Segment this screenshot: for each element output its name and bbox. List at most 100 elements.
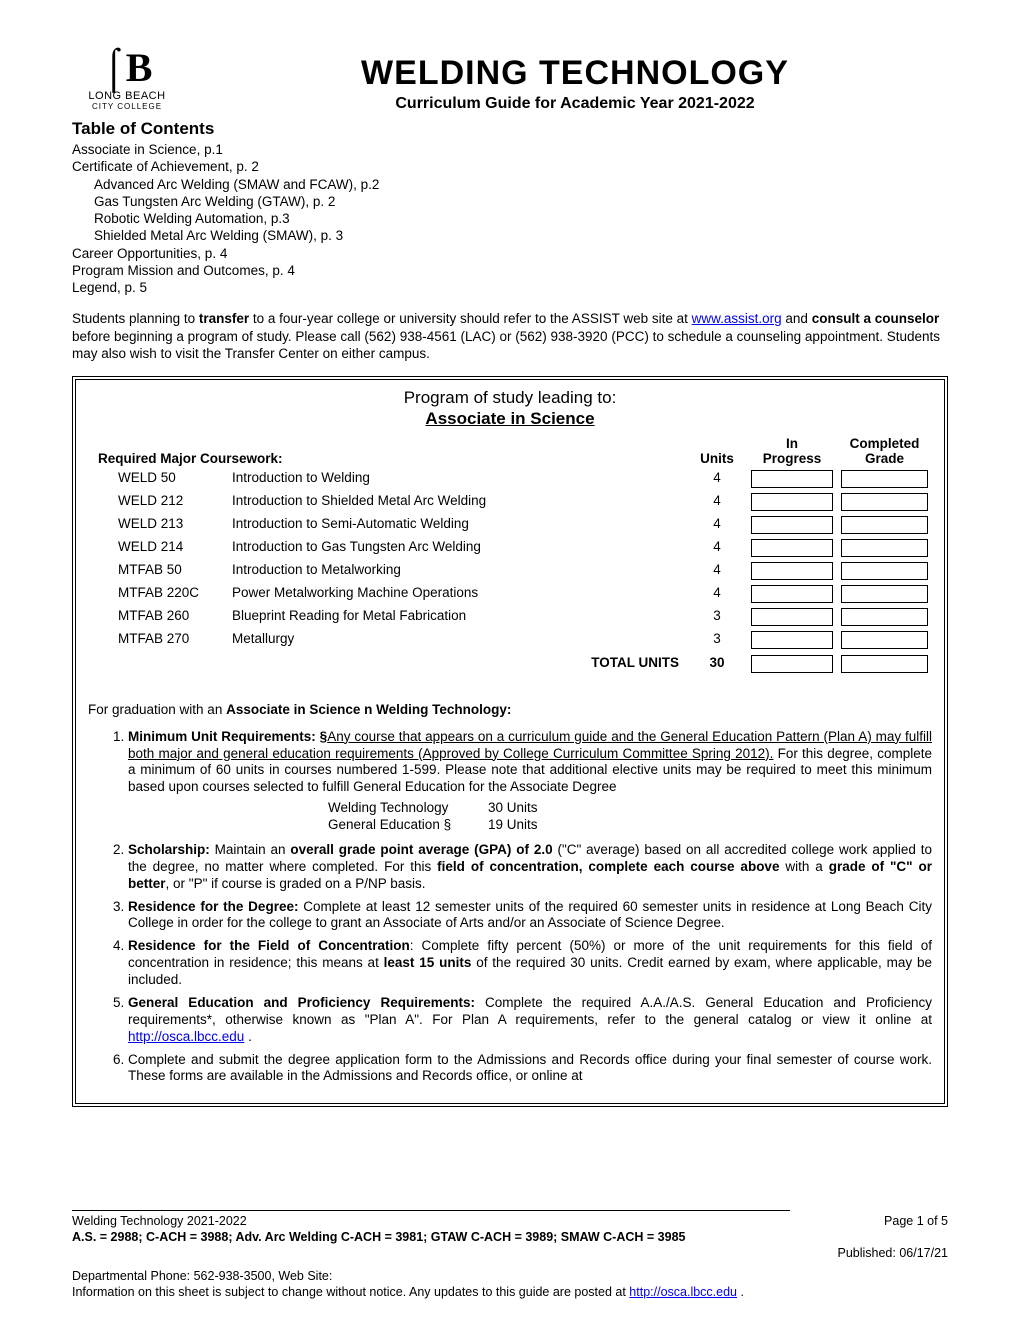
course-units: 4 (687, 536, 747, 559)
in-progress-cell[interactable] (751, 516, 833, 534)
course-table: Required Major Coursework: Units In Prog… (88, 435, 932, 676)
course-code: WELD 214 (88, 536, 228, 559)
toc-heading: Table of Contents (72, 119, 948, 139)
program-degree: Associate in Science (88, 409, 932, 429)
toc-item: Gas Tungsten Arc Welding (GTAW), p. 2 (72, 193, 948, 210)
intro-bold: consult a counselor (812, 311, 940, 326)
program-box: Program of study leading to: Associate i… (72, 376, 948, 1107)
course-row: MTFAB 260Blueprint Reading for Metal Fab… (88, 605, 932, 628)
units-header: Units (687, 435, 747, 467)
in-progress-cell[interactable] (751, 631, 833, 649)
grade-cell[interactable] (841, 516, 928, 534)
page-title: WELDING TECHNOLOGY (202, 54, 948, 93)
in-progress-cell[interactable] (751, 539, 833, 557)
course-code: WELD 213 (88, 513, 228, 536)
toc-item: Associate in Science, p.1 (72, 141, 948, 158)
toc-item: Shielded Metal Arc Welding (SMAW), p. 3 (72, 227, 948, 244)
requirements-list: Minimum Unit Requirements: §Any course t… (88, 729, 932, 1086)
course-row: MTFAB 270Metallurgy3 (88, 628, 932, 651)
course-row: MTFAB 220CPower Metalworking Machine Ope… (88, 582, 932, 605)
course-units: 4 (687, 582, 747, 605)
course-row: WELD 50Introduction to Welding4 (88, 467, 932, 490)
grade-cell[interactable] (841, 608, 928, 626)
footer-codes: A.S. = 2988; C-ACH = 3988; Adv. Arc Weld… (72, 1230, 685, 1244)
total-grade-cell[interactable] (841, 655, 928, 673)
required-coursework-label: Required Major Coursework: (98, 451, 283, 466)
intro-text: Students planning to (72, 311, 199, 326)
course-name: Introduction to Gas Tungsten Arc Welding (228, 536, 687, 559)
course-row: WELD 212Introduction to Shielded Metal A… (88, 490, 932, 513)
course-row: MTFAB 50Introduction to Metalworking4 (88, 559, 932, 582)
in-progress-cell[interactable] (751, 608, 833, 626)
grade-cell[interactable] (841, 539, 928, 557)
program-lead: Program of study leading to: (88, 388, 932, 408)
completed-grade-header: Completed Grade (837, 435, 932, 467)
unit-summary: Welding Technology30 Units General Educa… (328, 800, 932, 834)
course-name: Introduction to Semi-Automatic Welding (228, 513, 687, 536)
requirement-item: Residence for the Field of Concentration… (128, 938, 932, 989)
course-name: Introduction to Welding (228, 467, 687, 490)
course-name: Metallurgy (228, 628, 687, 651)
grade-cell[interactable] (841, 493, 928, 511)
title-block: WELDING TECHNOLOGY Curriculum Guide for … (202, 48, 948, 113)
toc-item: Advanced Arc Welding (SMAW and FCAW), p.… (72, 176, 948, 193)
intro-text: before beginning a program of study. Ple… (72, 329, 940, 361)
course-name: Power Metalworking Machine Operations (228, 582, 687, 605)
intro-bold: transfer (199, 311, 249, 326)
course-name: Introduction to Metalworking (228, 559, 687, 582)
course-units: 4 (687, 490, 747, 513)
osca-footer-link[interactable]: http://osca.lbcc.edu (629, 1285, 737, 1299)
footer-info: Information on this sheet is subject to … (72, 1285, 629, 1299)
course-units: 4 (687, 467, 747, 490)
grade-cell[interactable] (841, 470, 928, 488)
course-code: MTFAB 270 (88, 628, 228, 651)
logo-name: LONG BEACH (72, 90, 182, 102)
in-progress-cell[interactable] (751, 493, 833, 511)
intro-paragraph: Students planning to transfer to a four-… (72, 310, 948, 362)
course-code: WELD 50 (88, 467, 228, 490)
toc-item: Certificate of Achievement, p. 2 (72, 158, 948, 175)
in-progress-cell[interactable] (751, 470, 833, 488)
toc-item: Career Opportunities, p. 4 (72, 245, 948, 262)
in-progress-header: In Progress (747, 435, 837, 467)
toc-item: Legend, p. 5 (72, 279, 948, 296)
page-footer: Welding Technology 2021-2022 Page 1 of 5… (72, 1210, 948, 1300)
toc-item: Program Mission and Outcomes, p. 4 (72, 262, 948, 279)
requirement-item: Minimum Unit Requirements: §Any course t… (128, 729, 932, 834)
table-of-contents: Associate in Science, p.1 Certificate of… (72, 141, 948, 296)
total-label: TOTAL UNITS (88, 651, 687, 676)
total-progress-cell[interactable] (751, 655, 833, 673)
requirement-item: Complete and submit the degree applicati… (128, 1052, 932, 1086)
footer-doc-title: Welding Technology 2021-2022 (72, 1213, 247, 1229)
assist-link[interactable]: www.assist.org (692, 311, 782, 326)
course-name: Introduction to Shielded Metal Arc Weldi… (228, 490, 687, 513)
requirement-item: General Education and Proficiency Requir… (128, 995, 932, 1046)
total-row: TOTAL UNITS 30 (88, 651, 932, 676)
course-units: 3 (687, 628, 747, 651)
header: ⌠B LONG BEACH CITY COLLEGE WELDING TECHN… (72, 48, 948, 113)
grade-cell[interactable] (841, 562, 928, 580)
in-progress-cell[interactable] (751, 562, 833, 580)
page-number: Page 1 of 5 (884, 1213, 948, 1229)
logo-subtitle: CITY COLLEGE (72, 102, 182, 111)
in-progress-cell[interactable] (751, 585, 833, 603)
logo-glyph: ⌠B (72, 48, 182, 88)
graduation-heading: For graduation with an Associate in Scie… (88, 702, 932, 717)
requirement-item: Residence for the Degree: Complete at le… (128, 899, 932, 933)
requirement-item: Scholarship: Maintain an overall grade p… (128, 842, 932, 893)
grade-cell[interactable] (841, 631, 928, 649)
total-units: 30 (687, 651, 747, 676)
course-units: 3 (687, 605, 747, 628)
course-code: MTFAB 50 (88, 559, 228, 582)
published-date: Published: 06/17/21 (72, 1245, 948, 1261)
intro-text: and (782, 311, 812, 326)
course-row: WELD 213Introduction to Semi-Automatic W… (88, 513, 932, 536)
osca-link[interactable]: http://osca.lbcc.edu (128, 1029, 244, 1044)
intro-text: to a four-year college or university sho… (249, 311, 691, 326)
course-code: MTFAB 260 (88, 605, 228, 628)
page-subtitle: Curriculum Guide for Academic Year 2021-… (202, 95, 948, 113)
grade-cell[interactable] (841, 585, 928, 603)
course-units: 4 (687, 513, 747, 536)
course-units: 4 (687, 559, 747, 582)
college-logo: ⌠B LONG BEACH CITY COLLEGE (72, 48, 182, 111)
